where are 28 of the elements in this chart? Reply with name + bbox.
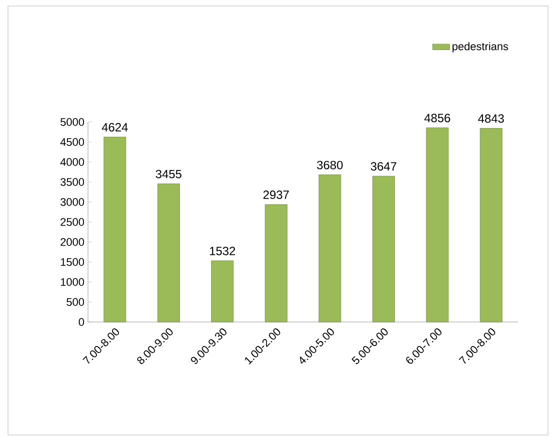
data-label: 4843 bbox=[478, 114, 504, 123]
y-tick-label: 3000 bbox=[60, 198, 84, 206]
data-label: 3647 bbox=[370, 162, 396, 171]
data-label: 2937 bbox=[263, 190, 289, 199]
y-tick-label: 4000 bbox=[60, 158, 84, 166]
y-tick-label: 4500 bbox=[60, 138, 84, 146]
bar bbox=[426, 128, 449, 322]
y-tick-label: 1500 bbox=[60, 258, 84, 266]
bar bbox=[372, 176, 395, 322]
legend-label: pedestrians bbox=[452, 42, 508, 52]
data-label: 4624 bbox=[102, 123, 128, 132]
y-tick-label: 2000 bbox=[60, 238, 84, 246]
y-tick-label: 5000 bbox=[60, 118, 84, 126]
bar bbox=[157, 184, 180, 322]
data-label: 3455 bbox=[156, 170, 182, 178]
y-tick-label: 2500 bbox=[60, 218, 84, 226]
data-label: 3680 bbox=[317, 160, 343, 170]
data-label: 1532 bbox=[210, 246, 236, 256]
bar bbox=[264, 204, 288, 322]
y-tick-label: 500 bbox=[66, 298, 84, 306]
y-tick-label: 0 bbox=[78, 318, 84, 326]
bar bbox=[480, 128, 502, 322]
bar bbox=[318, 174, 342, 322]
data-label: 4856 bbox=[424, 114, 450, 122]
bar bbox=[104, 136, 126, 322]
y-tick-label: 3500 bbox=[60, 178, 84, 186]
bar bbox=[211, 260, 234, 322]
y-tick-label: 1000 bbox=[60, 278, 84, 286]
